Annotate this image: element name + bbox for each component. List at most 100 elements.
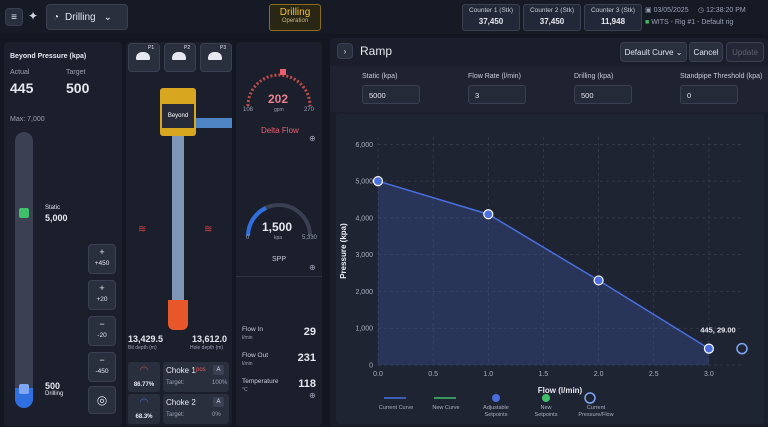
legend-label: New Curve (432, 405, 459, 411)
delta-flow-marker (280, 69, 286, 75)
x-tick-label: 1.0 (483, 371, 493, 378)
field-input[interactable]: 500 (574, 85, 632, 104)
adjust-label: +20 (96, 296, 108, 303)
delta-flow-arc (246, 73, 312, 107)
flow-line (196, 118, 232, 128)
adjust-button[interactable] (88, 352, 116, 382)
logo: Beyond (162, 104, 194, 128)
choke-icon: ◠ (139, 365, 149, 376)
adjust-button[interactable] (88, 244, 116, 274)
legend-label: Current Curve (379, 405, 414, 411)
flow-arrows-right: ≋ (204, 224, 213, 235)
gauge-button[interactable]: ◎ (88, 386, 116, 414)
ai-icon: ✦ (28, 9, 39, 23)
choke-gauge-box[interactable] (128, 394, 160, 424)
rig-text: WITS - Rig #1 - Default rig (651, 19, 734, 26)
pump-label: P1 (148, 45, 155, 51)
adjust-icon: + (99, 247, 105, 257)
gauge-arcs (246, 69, 312, 237)
counter-box[interactable] (584, 4, 642, 31)
legend-swatch (584, 392, 596, 404)
status-subtitle: Operation (281, 18, 309, 24)
static-value: 5,000 (45, 213, 68, 223)
field-label: Flow Rate (l/min) (468, 73, 521, 80)
choke-mode: A (213, 365, 224, 375)
cancel-button[interactable]: Cancel (689, 42, 723, 62)
static-handle[interactable] (19, 208, 29, 218)
drill-string (172, 136, 184, 300)
pump-icon (208, 52, 222, 60)
x-tick-label: 0.5 (428, 371, 438, 378)
adjust-icon: + (99, 283, 105, 293)
counter-box[interactable] (523, 4, 581, 31)
spp-label: SPP (272, 256, 287, 263)
setpoint (483, 209, 494, 220)
pump-label: P2 (184, 45, 191, 51)
bit-depth: 13,429.5 (128, 334, 164, 344)
divider (236, 276, 322, 277)
adjust-label: -450 (95, 368, 109, 375)
info-icon[interactable]: ⊕ (309, 134, 316, 143)
delta-flow-label: Delta Flow (261, 126, 299, 135)
counter-box[interactable] (462, 4, 520, 31)
adjust-icon: − (99, 355, 105, 365)
date: ▣ 03/05/2025 (645, 7, 689, 14)
time: ◷ 12:38:20 PM (698, 7, 746, 14)
delta-flow-value: 202 (268, 92, 289, 106)
legend-label: Adjustable Setpoints (483, 405, 509, 418)
gauges-panel (236, 42, 322, 426)
target-value: 500 (66, 80, 90, 96)
static-label: Static (45, 205, 61, 211)
adjust-button[interactable] (88, 280, 116, 310)
y-tick-label: 1,000 (355, 326, 373, 333)
field-label: Standpipe Threshold (kpa) (680, 73, 763, 80)
choke-target-label: Target: (166, 412, 185, 418)
info-icon[interactable]: ⊕ (309, 391, 316, 400)
field-label: Drilling (kpa) (574, 73, 614, 80)
adjust-label: +450 (94, 260, 110, 267)
slider-track[interactable] (15, 132, 33, 408)
date-text: 03/05/2025 (653, 7, 689, 14)
spp-min: 0 (246, 235, 250, 241)
y-tick-label: 6,000 (355, 142, 373, 149)
reading-label: Flow In (242, 326, 263, 333)
chart-card (336, 114, 764, 424)
actual-label: Actual (10, 69, 30, 76)
hole-depth-label: Hole depth (m) (190, 345, 224, 351)
y-tick-label: 5,000 (355, 179, 373, 186)
choke-gauge-box[interactable] (128, 362, 160, 392)
pump-button[interactable] (164, 43, 196, 72)
drilling-handle[interactable] (19, 384, 29, 394)
setpoint (703, 343, 715, 354)
reading-value: 29 (303, 326, 316, 338)
menu-button[interactable]: ≡ (5, 8, 23, 26)
bit-depth-label: Bit depth (m) (128, 345, 157, 351)
reading-value: 118 (298, 378, 316, 390)
reading-unit: l/min (242, 361, 253, 367)
info-icon[interactable]: ⊕ (309, 263, 316, 272)
current-point (736, 342, 748, 355)
y-tick-label: 3,000 (355, 252, 373, 259)
field-input[interactable]: 5000 (362, 85, 420, 104)
spp-max: 5,330 (302, 235, 318, 241)
pump-label: P3 (220, 45, 227, 51)
field-input[interactable]: 3 (468, 85, 526, 104)
time-text: 12:38:20 PM (706, 7, 746, 14)
choke-target: 0% (212, 412, 221, 418)
collapse-button[interactable]: › (337, 43, 353, 59)
curve-dropdown[interactable]: Default Curve ⌄ (620, 42, 687, 62)
y-tick-label: 4,000 (355, 215, 373, 222)
delta-flow-unit: gpm (274, 107, 284, 113)
reading-value: 231 (297, 352, 316, 364)
chart: 0 1,000 2,000 3,000 4,000 5,000 6,000 0.0 0.5 1.0… (339, 137, 748, 418)
counter-label: Counter 3 (Stk) (590, 7, 636, 14)
y-axis-title: Pressure (kpa) (339, 223, 348, 279)
mode-dropdown[interactable]: ◔ Drilling ⌄ (46, 4, 128, 30)
legend-label: New Setpoints (535, 405, 558, 418)
field-input[interactable]: 0 (680, 85, 738, 104)
adjust-button[interactable] (88, 316, 116, 346)
reading-label: Temperature (242, 378, 279, 385)
status-title: Drilling (279, 7, 311, 18)
update-button[interactable]: Update (726, 42, 764, 62)
